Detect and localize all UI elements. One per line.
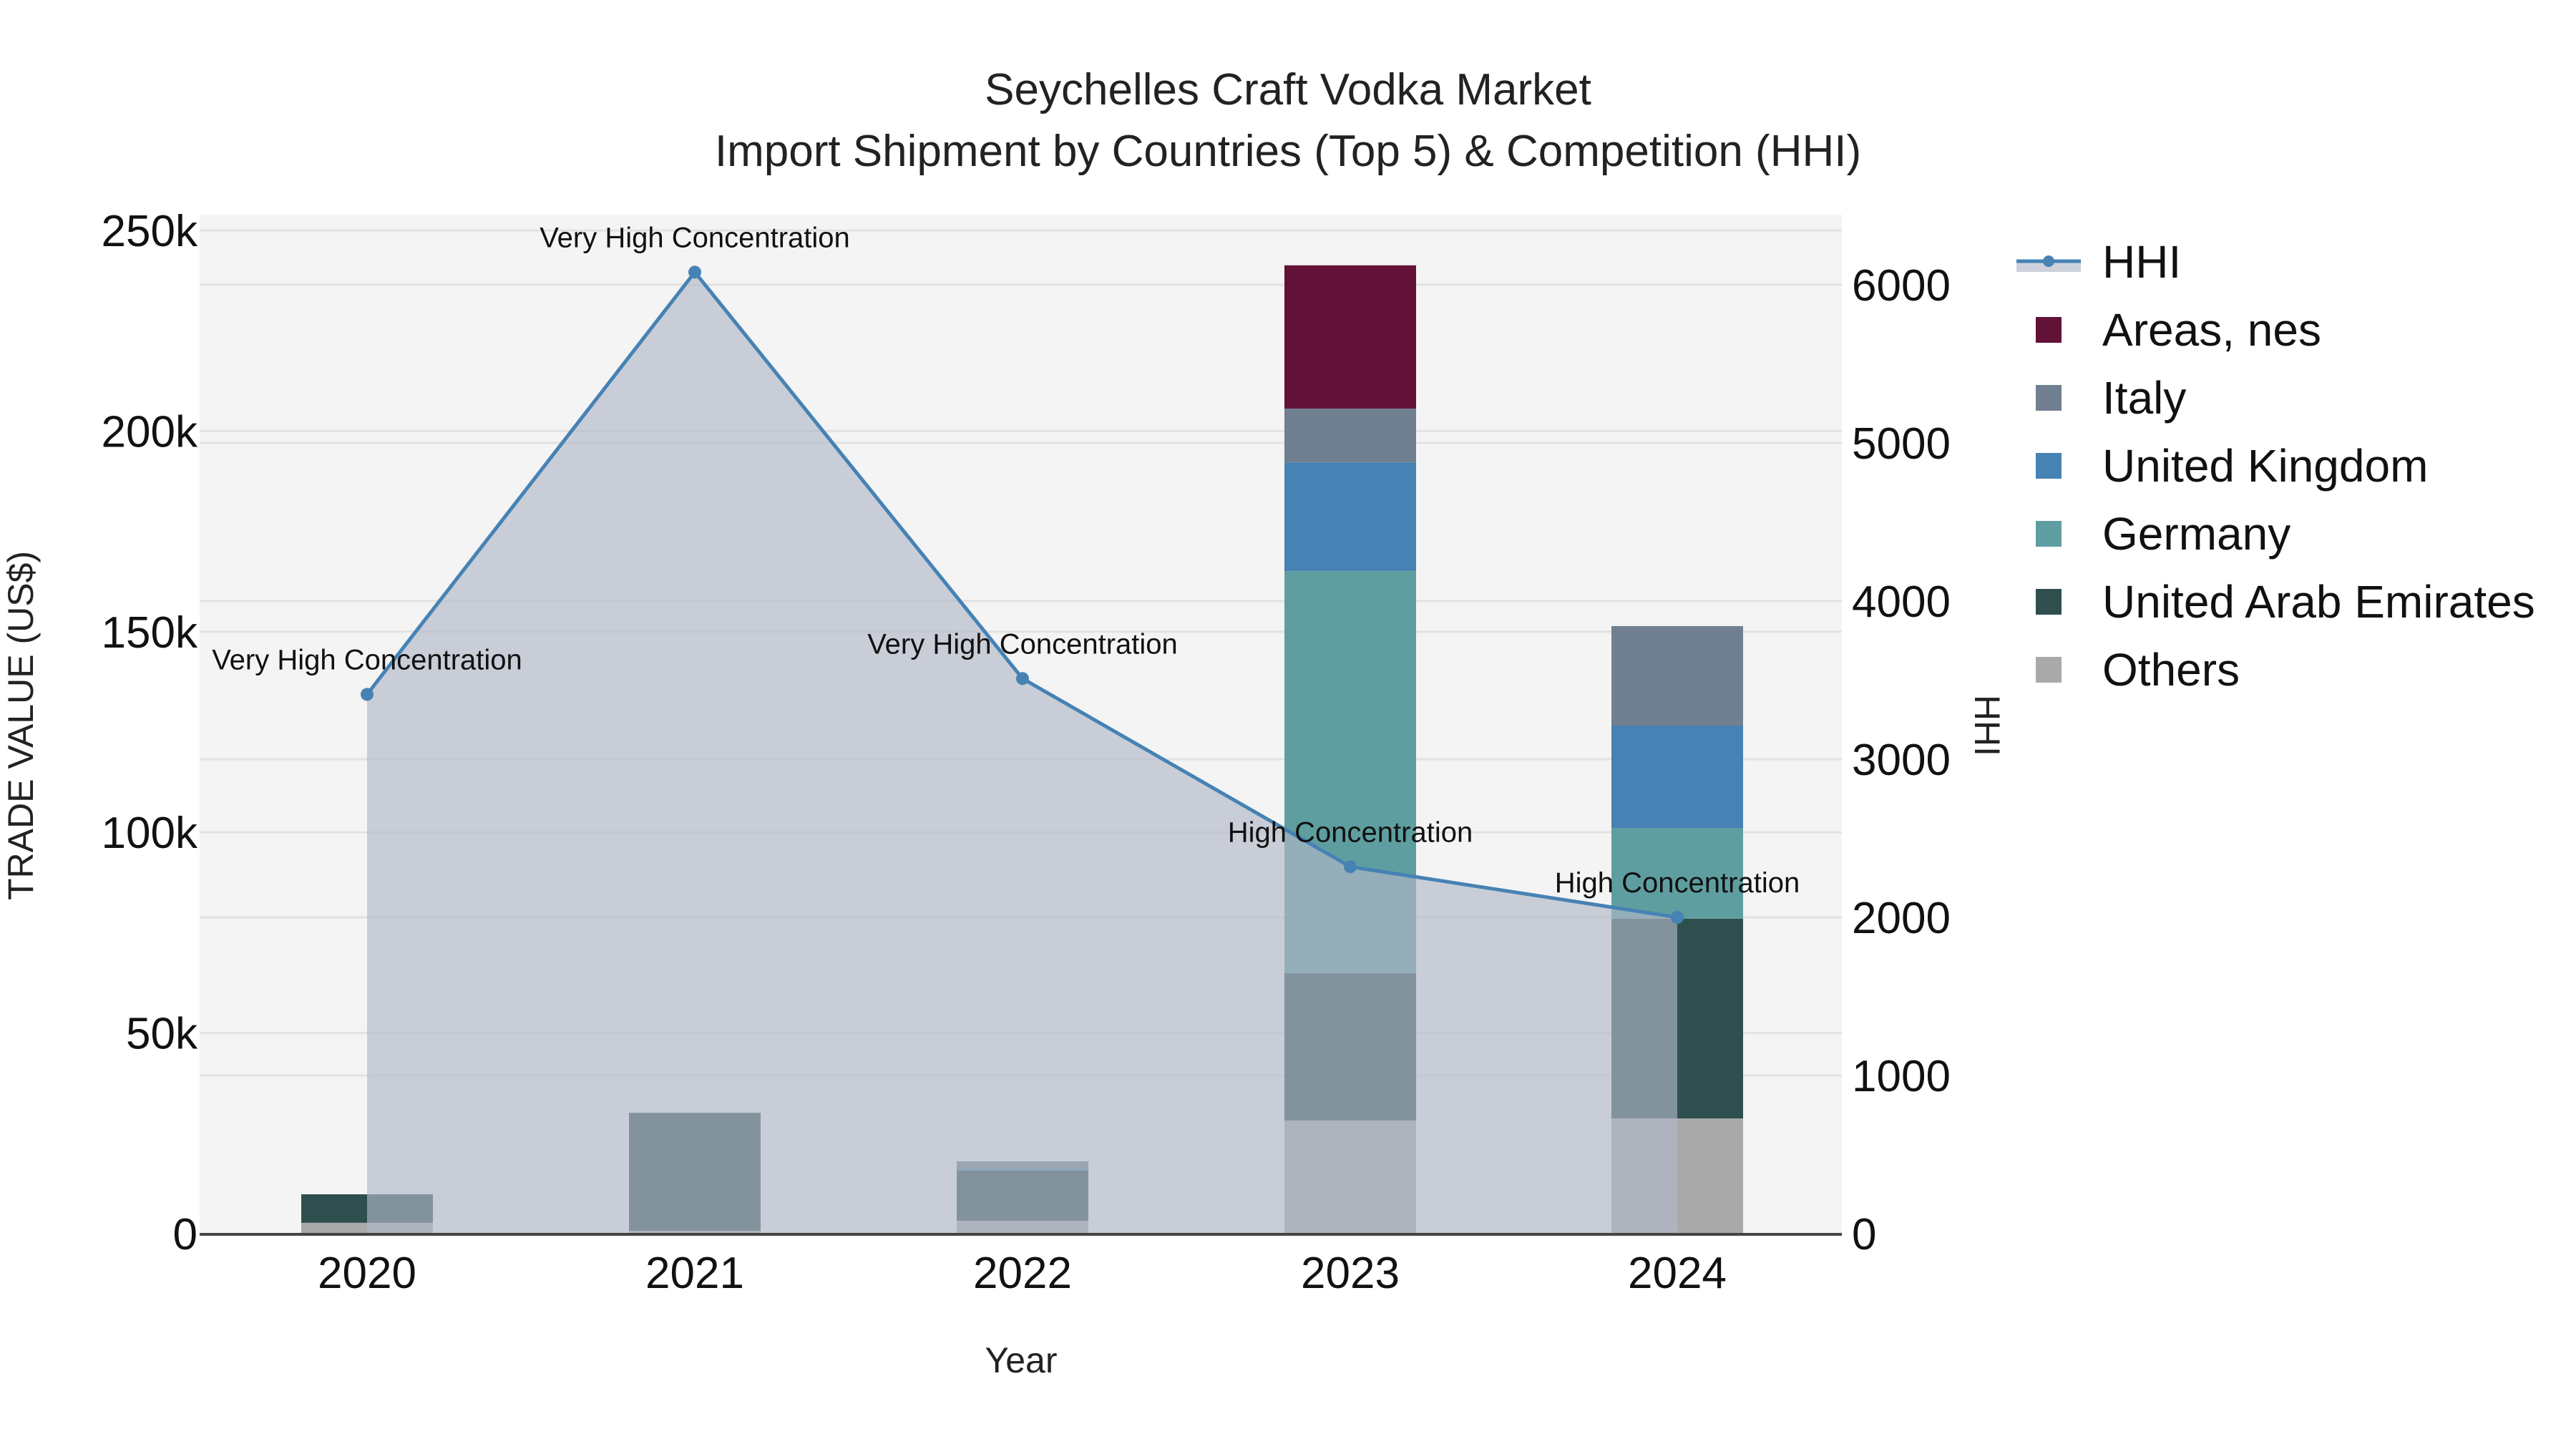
legend-item-areas-nes[interactable]: Areas, nes xyxy=(2036,304,2321,356)
legend-swatch-icon xyxy=(2036,657,2062,683)
legend-swatch-icon xyxy=(2036,453,2062,479)
bar-segment-areas-nes[interactable] xyxy=(1284,265,1416,409)
y-left-axis-title: TRADE VALUE (US$) xyxy=(1,551,41,900)
y-left-tick-label: 250k xyxy=(102,207,198,256)
legend-swatch-icon xyxy=(2036,317,2062,343)
y-right-tick-label: 4000 xyxy=(1852,577,1951,627)
hhi-annotation: Very High Concentration xyxy=(212,644,522,675)
y-left-tick-label: 50k xyxy=(126,1010,198,1059)
legend-label: Others xyxy=(2102,644,2240,696)
hhi-point[interactable] xyxy=(1671,911,1684,924)
legend-label: United Arab Emirates xyxy=(2102,576,2535,628)
y-right-ticks: 0 1000 2000 3000 4000 5000 6000 xyxy=(1852,261,1951,1259)
legend: HHI Areas, nes Italy United Kingdom Germany U… xyxy=(2016,236,2535,696)
legend-item-others[interactable]: Others xyxy=(2036,644,2240,696)
legend-label: United Kingdom xyxy=(2102,440,2428,492)
chart-title-line2: Import Shipment by Countries (Top 5) & C… xyxy=(715,127,1861,176)
hhi-point[interactable] xyxy=(1344,860,1357,874)
hhi-area xyxy=(367,272,1677,1234)
legend-swatch-icon xyxy=(2036,589,2062,615)
legend-label: Areas, nes xyxy=(2102,304,2321,356)
legend-marker-icon xyxy=(2043,255,2054,267)
legend-swatch-icon xyxy=(2036,521,2062,547)
hhi-annotation: High Concentration xyxy=(1228,816,1473,848)
y-left-tick-label: 0 xyxy=(173,1210,197,1259)
y-right-tick-label: 1000 xyxy=(1852,1052,1951,1101)
x-ticks: 2020 2021 2022 2023 2024 xyxy=(318,1249,1727,1298)
y-right-axis-title: HHI xyxy=(1967,695,2007,756)
y-left-ticks: 0 50k 100k 150k 200k 250k xyxy=(102,207,198,1259)
hhi-annotation: High Concentration xyxy=(1555,867,1800,899)
bar-segment-italy[interactable] xyxy=(1284,408,1416,463)
bar-segment-united-kingdom[interactable] xyxy=(1611,726,1743,829)
y-left-tick-label: 100k xyxy=(102,809,198,858)
hhi-point[interactable] xyxy=(688,265,701,279)
bar-segment-italy[interactable] xyxy=(1611,625,1743,726)
x-tick-label: 2021 xyxy=(645,1249,744,1298)
legend-label: Germany xyxy=(2102,508,2290,560)
hhi-point[interactable] xyxy=(1016,672,1029,686)
legend-item-germany[interactable]: Germany xyxy=(2036,508,2290,560)
x-tick-label: 2020 xyxy=(318,1249,416,1298)
x-tick-label: 2024 xyxy=(1628,1249,1727,1298)
y-right-tick-label: 0 xyxy=(1852,1210,1876,1259)
hhi-annotation: Very High Concentration xyxy=(540,222,850,253)
hhi-annotation: Very High Concentration xyxy=(867,628,1178,660)
legend-item-italy[interactable]: Italy xyxy=(2036,372,2186,424)
x-axis-title: Year xyxy=(985,1340,1057,1380)
y-right-tick-label: 5000 xyxy=(1852,419,1951,469)
bar-segment-united-kingdom[interactable] xyxy=(1284,462,1416,572)
x-tick-label: 2023 xyxy=(1301,1249,1400,1298)
legend-label: Italy xyxy=(2102,372,2186,424)
legend-item-united-arab-emirates[interactable]: United Arab Emirates xyxy=(2036,576,2535,628)
bar-segment-germany[interactable] xyxy=(1611,828,1743,919)
legend-swatch-icon xyxy=(2036,385,2062,411)
y-right-tick-label: 6000 xyxy=(1852,261,1951,311)
y-right-tick-label: 2000 xyxy=(1852,894,1951,943)
hhi-point[interactable] xyxy=(361,688,374,701)
legend-item-hhi[interactable]: HHI xyxy=(2016,236,2181,288)
hhi-series xyxy=(361,265,1684,1234)
chart-title-line1: Seychelles Craft Vodka Market xyxy=(985,65,1591,114)
hhi-annotations: Very High Concentration Very High Concent… xyxy=(212,222,1800,899)
y-right-tick-label: 3000 xyxy=(1852,736,1951,785)
legend-item-united-kingdom[interactable]: United Kingdom xyxy=(2036,440,2428,492)
x-tick-label: 2022 xyxy=(973,1249,1072,1298)
y-left-tick-label: 200k xyxy=(102,407,198,457)
legend-label: HHI xyxy=(2102,236,2181,288)
y-left-tick-label: 150k xyxy=(102,608,198,658)
